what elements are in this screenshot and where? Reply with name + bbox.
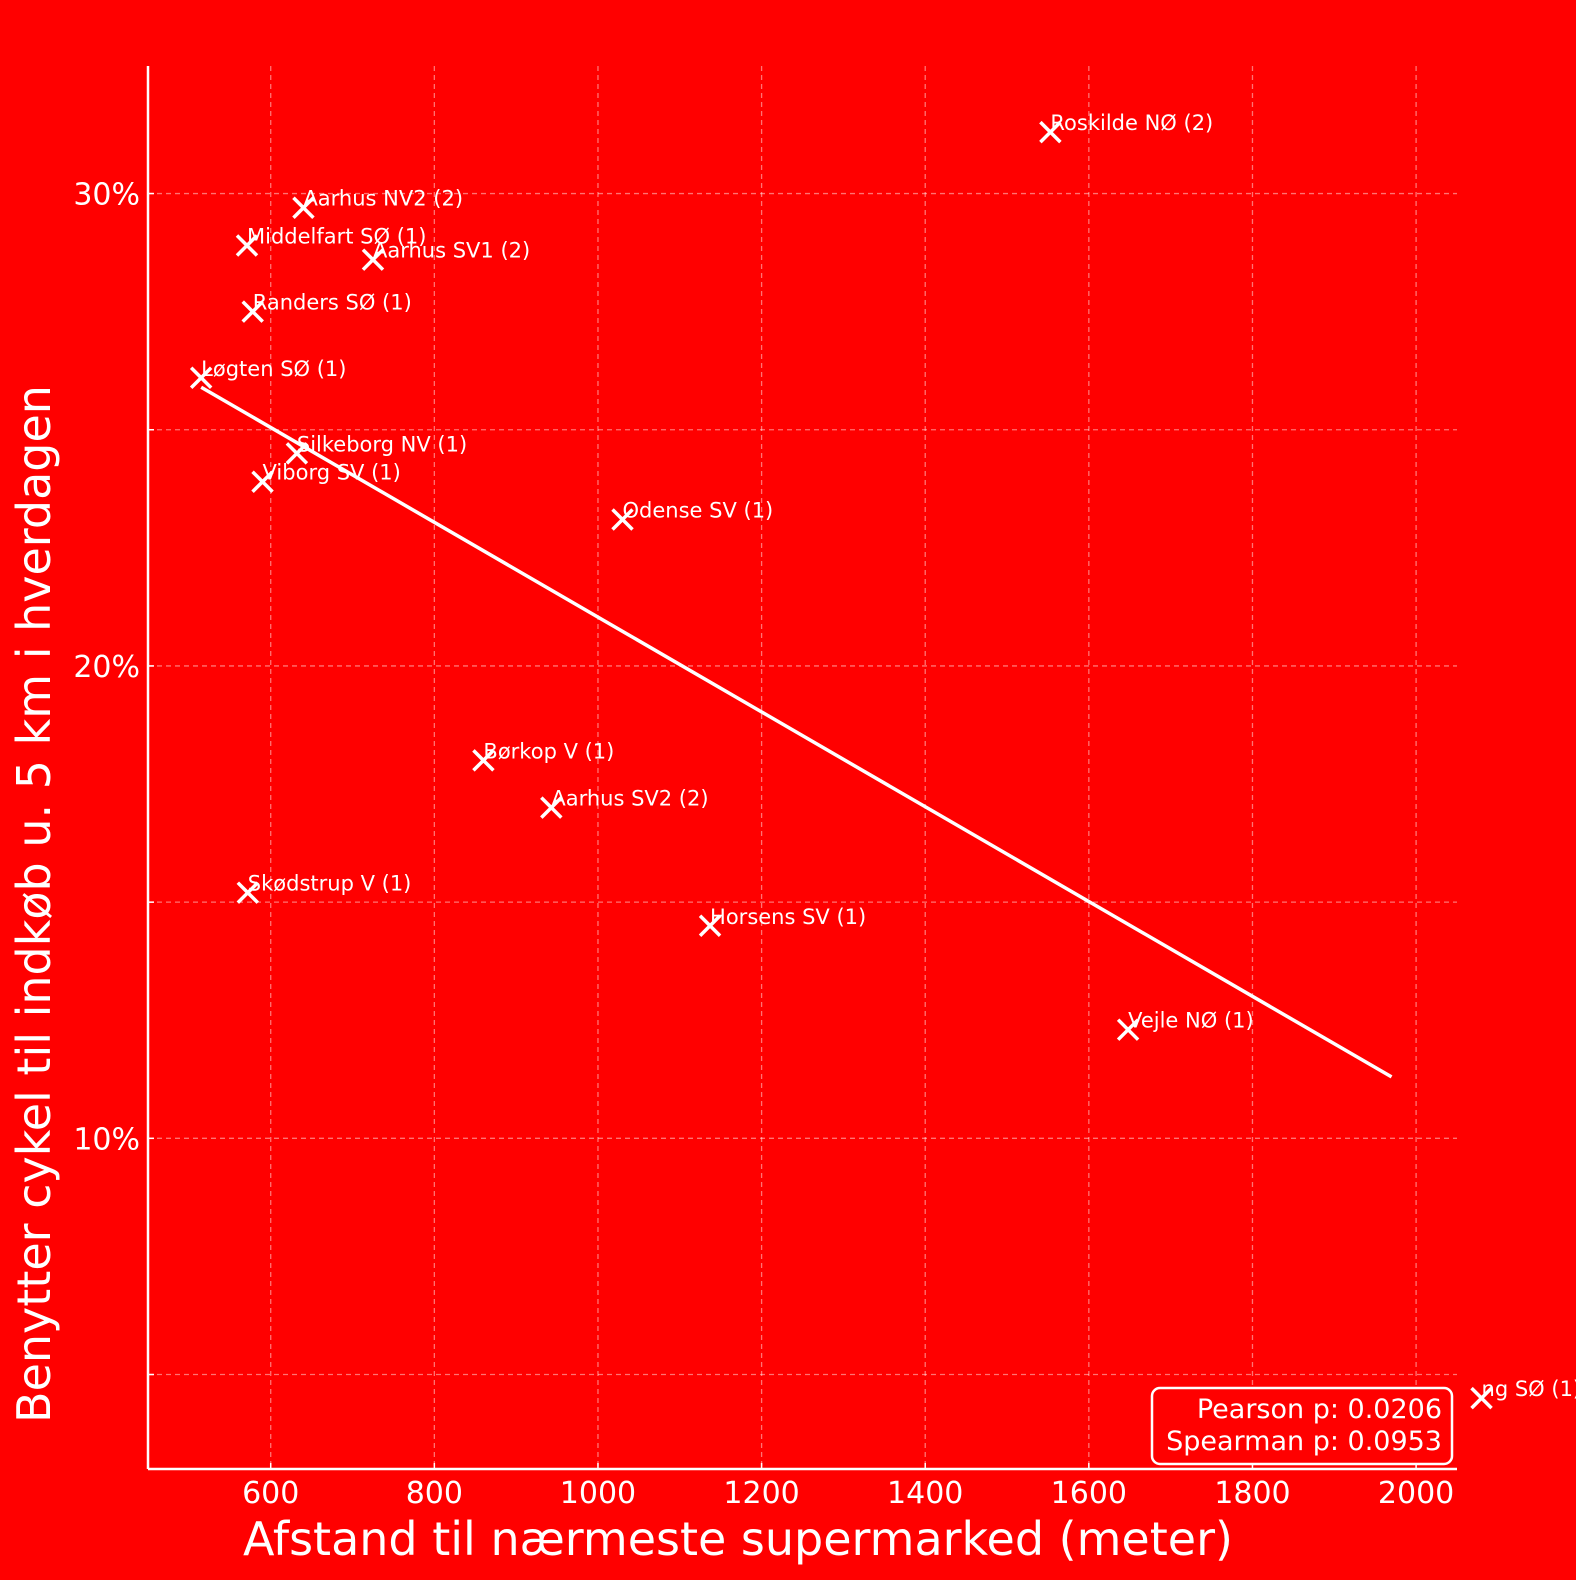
x-tick-label: 1000 xyxy=(560,1476,636,1511)
x-marker xyxy=(361,248,385,271)
spearman-p-text: Spearman p: 0.0953 xyxy=(1166,1426,1442,1457)
point-label: Viborg SV (1) xyxy=(263,461,401,485)
data-point: Odense SV (1) xyxy=(611,498,774,531)
x-tick-label: 2000 xyxy=(1378,1476,1454,1511)
data-point: Børkop V (1) xyxy=(472,739,614,772)
x-tick-label: 1800 xyxy=(1214,1476,1290,1511)
x-tick-label: 600 xyxy=(242,1476,299,1511)
x-marker xyxy=(235,234,259,257)
y-tick-label: 30% xyxy=(73,178,140,213)
x-tick-label: 1400 xyxy=(887,1476,963,1511)
data-point: Middelfart SØ (1) xyxy=(235,225,426,257)
x-marker xyxy=(1470,1386,1493,1410)
x-marker xyxy=(1116,1018,1140,1041)
y-tick-label: 10% xyxy=(73,1122,140,1157)
x-marker xyxy=(698,914,722,937)
x-tick-label: 1600 xyxy=(1051,1476,1127,1511)
data-point: Aarhus NV2 (2) xyxy=(292,187,463,219)
point-label: Odense SV (1) xyxy=(623,498,774,522)
data-point: Roskilde NØ (2) xyxy=(1039,111,1213,144)
point-label: Børkop V (1) xyxy=(483,739,614,763)
data-point: Vejle NØ (1) xyxy=(1116,1009,1254,1041)
trend-line xyxy=(200,385,1393,1079)
data-point: Aarhus SV1 (2) xyxy=(361,239,530,271)
x-marker xyxy=(241,300,264,323)
statistics-box: Pearson p: 0.0206 Spearman p: 0.0953 xyxy=(1150,1386,1454,1466)
x-marker xyxy=(189,366,213,390)
data-point: ng SØ (1) xyxy=(1470,1377,1576,1410)
axes xyxy=(146,66,1457,1471)
x-marker xyxy=(472,749,495,772)
data-point: Randers SØ (1) xyxy=(241,291,412,323)
point-label: Aarhus SV1 (2) xyxy=(373,239,530,263)
data-point: Viborg SV (1) xyxy=(251,461,401,493)
point-label: Randers SØ (1) xyxy=(253,291,412,315)
y-tick-label: 20% xyxy=(73,650,140,685)
x-marker xyxy=(611,508,634,531)
data-points: Roskilde NØ (2) Aarhus NV2 (2) Middelfart … xyxy=(189,111,1576,1410)
data-point: Horsens SV (1) xyxy=(698,905,866,937)
tick-labels: 600 800 1000 1200 1400 1600 1800 2000 10% 20% 30% xyxy=(73,178,1454,1511)
point-label: Aarhus SV2 (2) xyxy=(551,787,708,811)
point-label: Skødstrup V (1) xyxy=(248,872,412,896)
gridlines xyxy=(148,66,1457,1469)
data-point: Silkeborg NV (1) xyxy=(285,432,467,465)
point-label: Aarhus NV2 (2) xyxy=(303,187,463,211)
data-point: Skødstrup V (1) xyxy=(236,872,412,904)
x-tick-label: 1200 xyxy=(723,1476,799,1511)
x-axis-label: Afstand til nærmeste supermarked (meter) xyxy=(243,1512,1233,1566)
y-axis-label: Benytter cykel til indkøb u. 5 km i hver… xyxy=(7,385,61,1423)
data-point: Aarhus SV2 (2) xyxy=(540,787,709,819)
x-marker xyxy=(292,196,315,219)
x-tick-label: 800 xyxy=(406,1476,463,1511)
x-marker xyxy=(236,881,260,904)
data-point: Løgten SØ (1) xyxy=(189,357,346,390)
x-marker xyxy=(1039,120,1062,144)
point-label: Løgten SØ (1) xyxy=(201,357,346,381)
pearson-p-text: Pearson p: 0.0206 xyxy=(1197,1394,1442,1425)
point-label: Silkeborg NV (1) xyxy=(297,432,467,456)
x-marker xyxy=(285,442,309,465)
point-label: Horsens SV (1) xyxy=(710,905,866,929)
x-marker xyxy=(251,470,274,493)
statistics-box-frame xyxy=(1150,1386,1454,1466)
point-label: Roskilde NØ (2) xyxy=(1050,111,1213,135)
point-label: Vejle NØ (1) xyxy=(1128,1009,1254,1033)
point-label: ng SØ (1) xyxy=(1482,1377,1576,1401)
point-label: Middelfart SØ (1) xyxy=(247,225,426,249)
x-marker xyxy=(540,796,563,819)
